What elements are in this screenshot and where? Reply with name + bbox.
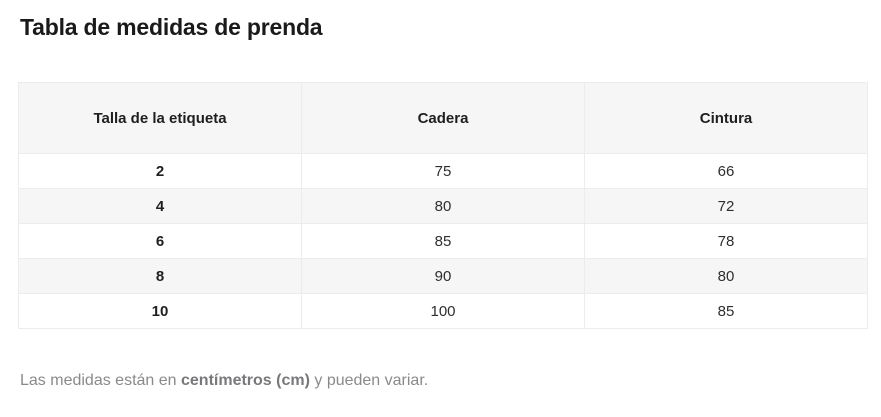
size-table: Talla de la etiqueta Cadera Cintura 2 75… xyxy=(18,82,868,329)
footnote-prefix: Las medidas están en xyxy=(20,372,181,389)
table-header-row: Talla de la etiqueta Cadera Cintura xyxy=(18,82,868,154)
footnote-suffix: y pueden variar. xyxy=(309,372,429,389)
cell-cintura: 66 xyxy=(584,153,868,189)
footnote-bold: centímetros (cm) xyxy=(181,372,310,389)
cell-talla: 6 xyxy=(18,223,302,259)
cell-cintura: 78 xyxy=(584,223,868,259)
cell-talla: 8 xyxy=(18,258,302,294)
cell-cadera: 80 xyxy=(301,188,585,224)
cell-talla: 2 xyxy=(18,153,302,189)
page-title: Tabla de medidas de prenda xyxy=(20,14,323,40)
size-table-body: 2 75 66 4 80 72 6 85 78 8 90 80 10 100 xyxy=(18,153,868,329)
cell-talla: 4 xyxy=(18,188,302,224)
cell-cadera: 100 xyxy=(301,293,585,329)
table-row: 2 75 66 xyxy=(18,153,868,189)
cell-cadera: 75 xyxy=(301,153,585,189)
table-row: 10 100 85 xyxy=(18,293,868,329)
cell-cadera: 90 xyxy=(301,258,585,294)
column-header-talla: Talla de la etiqueta xyxy=(18,82,302,154)
column-header-cintura: Cintura xyxy=(584,82,868,154)
table-row: 8 90 80 xyxy=(18,258,868,294)
cell-cintura: 80 xyxy=(584,258,868,294)
table-row: 4 80 72 xyxy=(18,188,868,224)
footnote: Las medidas están en centímetros (cm) y … xyxy=(20,372,428,390)
cell-talla: 10 xyxy=(18,293,302,329)
table-row: 6 85 78 xyxy=(18,223,868,259)
column-header-cadera: Cadera xyxy=(301,82,585,154)
size-table-header: Talla de la etiqueta Cadera Cintura xyxy=(18,82,868,154)
cell-cadera: 85 xyxy=(301,223,585,259)
cell-cintura: 85 xyxy=(584,293,868,329)
cell-cintura: 72 xyxy=(584,188,868,224)
